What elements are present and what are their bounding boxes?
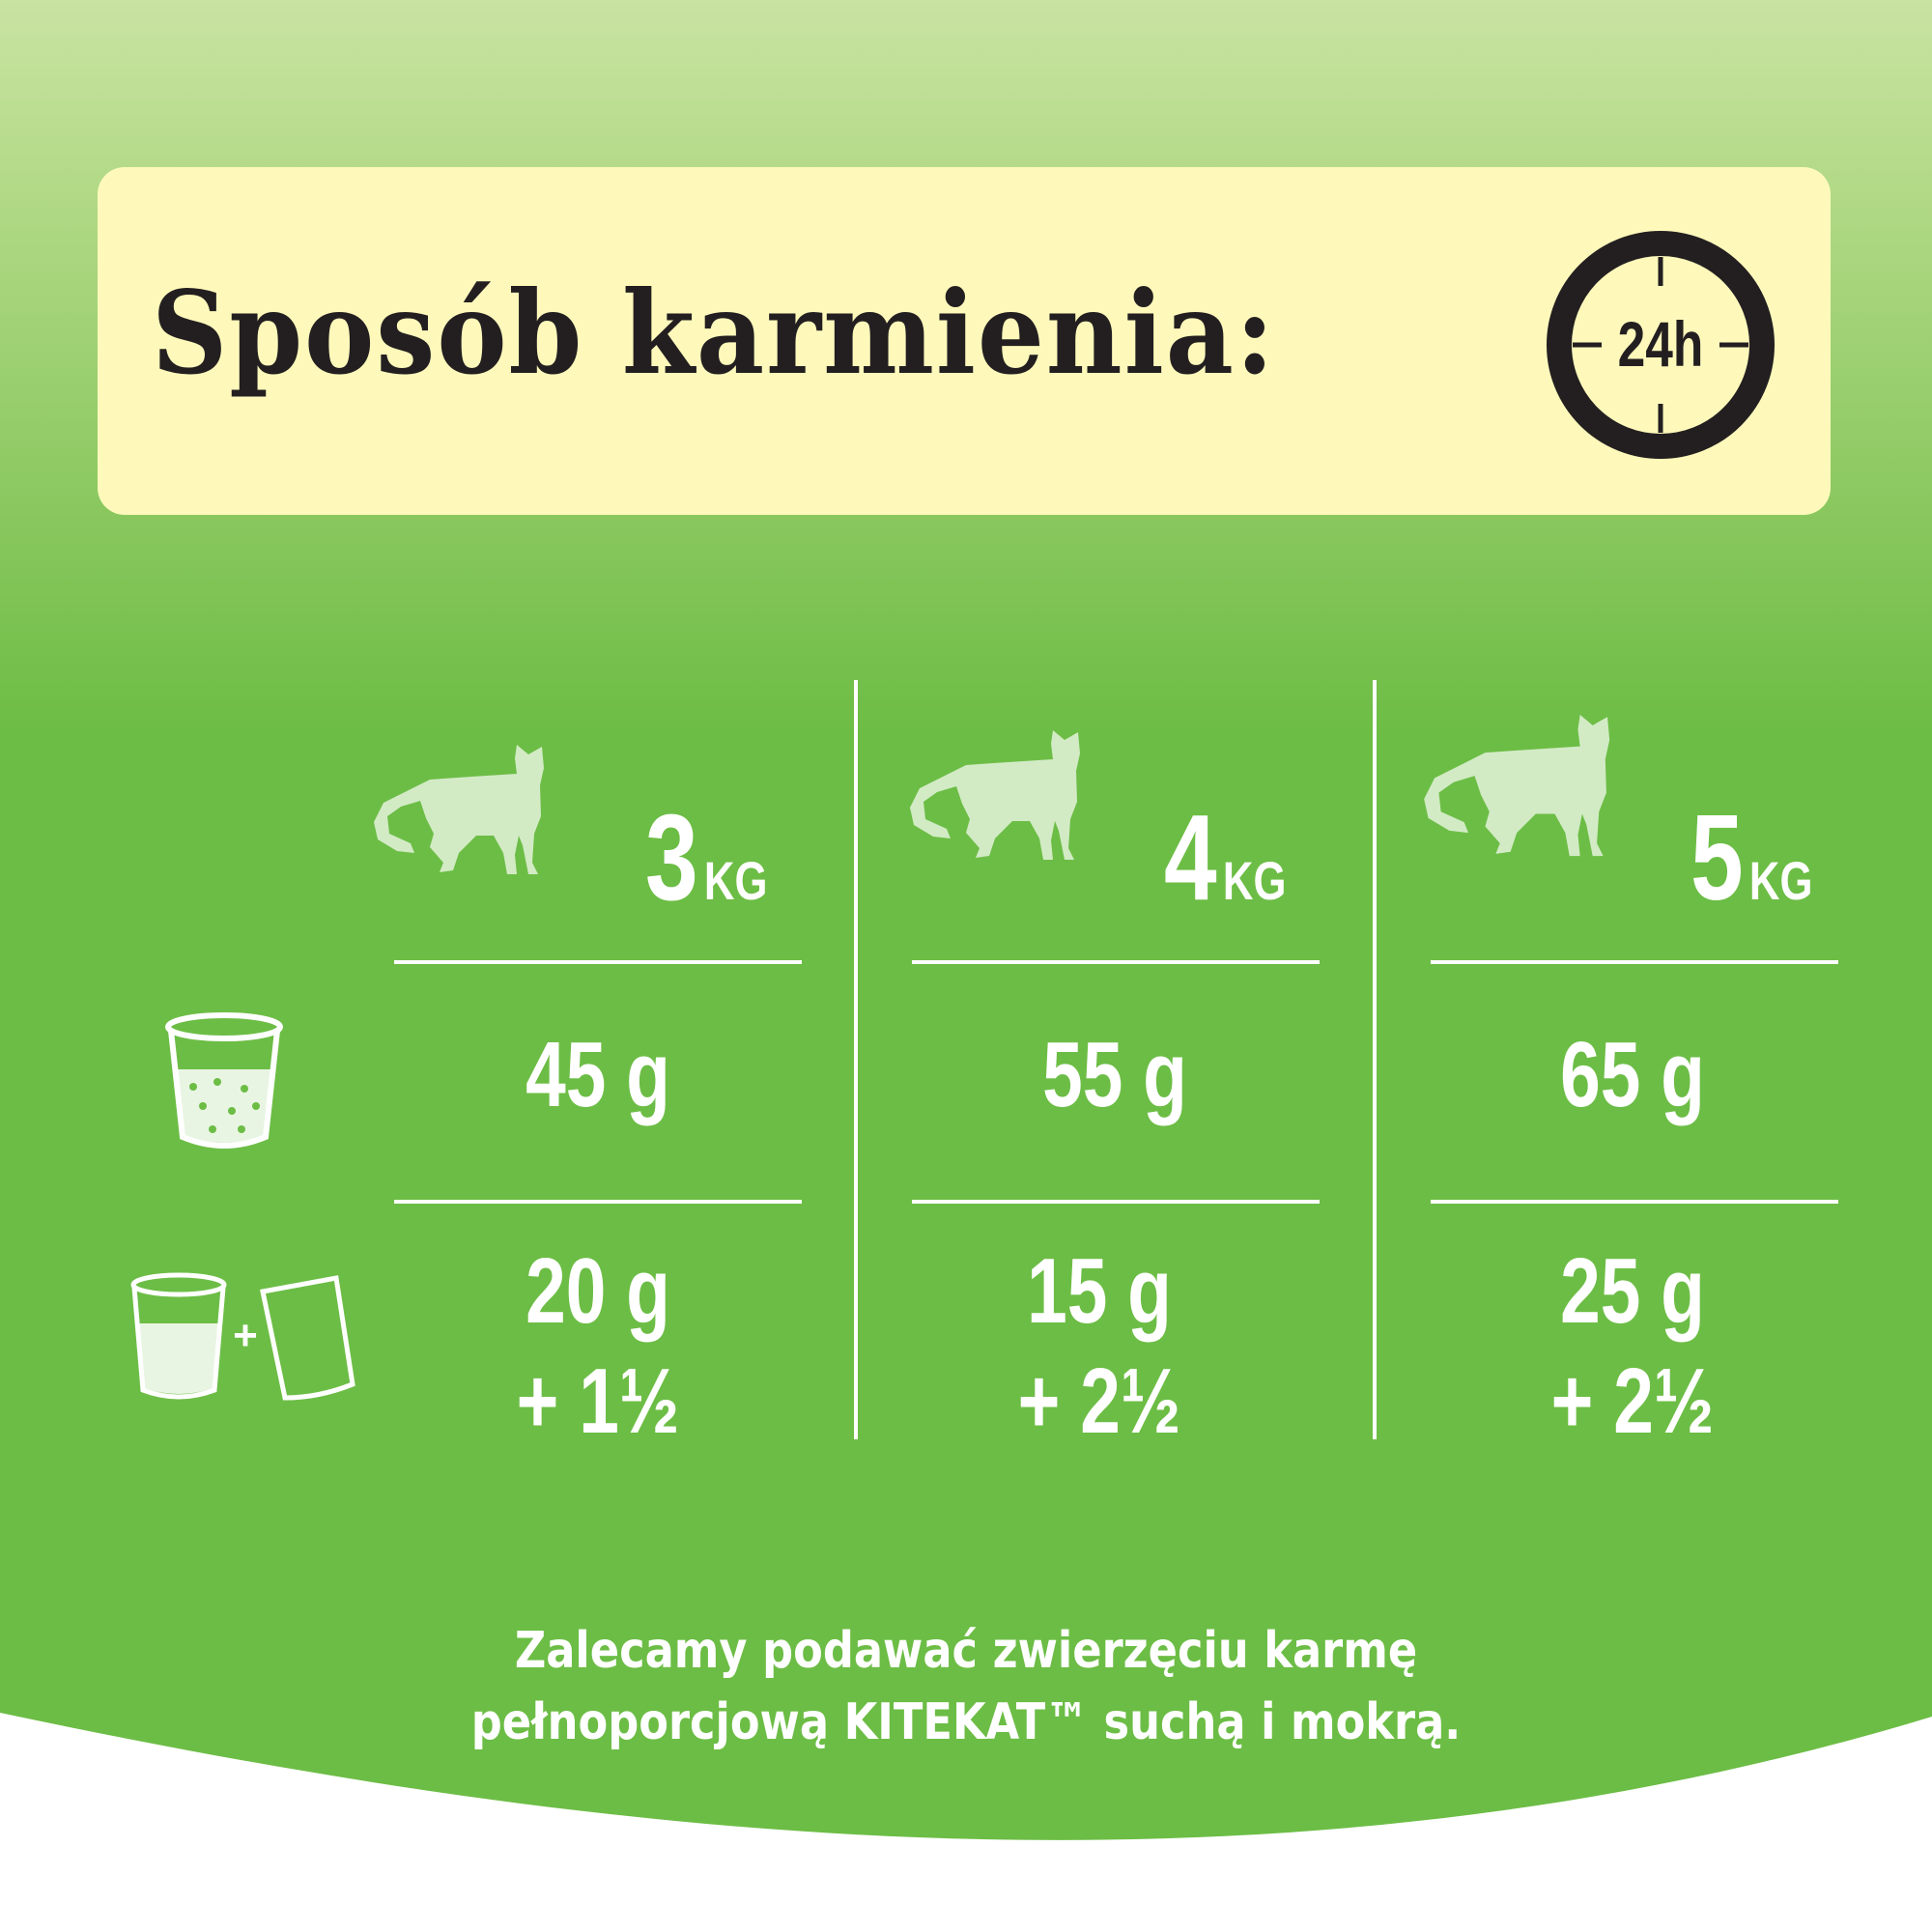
- row-divider: [1431, 960, 1838, 964]
- mixed-wet-amount: + 1½: [516, 1350, 680, 1453]
- mixed-wet-amount: + 2½: [1017, 1350, 1181, 1453]
- svg-text:+: +: [233, 1312, 258, 1359]
- mixed-dry-amount: 20 g: [526, 1239, 670, 1343]
- dry-amount: 65 g: [1560, 1023, 1705, 1126]
- mixed-dry-amount: 15 g: [1027, 1239, 1172, 1343]
- note-line: pełnoporcjową KITEKAT™ suchą i mokrą.: [470, 1693, 1462, 1751]
- cup-plus-pouch-icon: +: [130, 1272, 355, 1401]
- row-divider: [912, 960, 1320, 964]
- cat-icon: [374, 745, 544, 874]
- row-divider: [394, 1200, 802, 1204]
- cat-icon: [910, 730, 1080, 860]
- weight-unit: KG: [1748, 850, 1813, 911]
- row-divider: [1431, 1200, 1838, 1204]
- mixed-dry-amount: 25 g: [1560, 1239, 1705, 1343]
- weight-label: 5 KG: [1690, 787, 1812, 927]
- weight-unit: KG: [703, 850, 768, 911]
- header-panel: [98, 167, 1831, 515]
- weight-value: 4: [1164, 789, 1217, 925]
- dry-amount: 45 g: [526, 1023, 670, 1126]
- dry-amount: 55 g: [1042, 1023, 1187, 1126]
- cat-icon: [1424, 714, 1610, 857]
- dry-food-cup-icon: [165, 1012, 283, 1149]
- weight-unit: KG: [1222, 850, 1287, 911]
- note-line: Zalecamy podawać zwierzęciu karmę: [514, 1622, 1418, 1680]
- weight-value: 3: [645, 789, 698, 925]
- page-title: Sposób karmienia:: [152, 266, 1276, 400]
- clock-label: 24h: [1618, 308, 1704, 381]
- mixed-wet-amount: + 2½: [1550, 1350, 1715, 1453]
- weight-label: 3 KG: [645, 787, 767, 927]
- row-divider: [394, 960, 802, 964]
- feeding-note: Zalecamy podawać zwierzęciu karmę pełnop…: [384, 1615, 1548, 1758]
- clock-24h-icon: 24h: [1547, 231, 1775, 459]
- column-divider: [854, 680, 858, 1439]
- weight-value: 5: [1690, 789, 1744, 925]
- weight-label: 4 KG: [1164, 787, 1286, 927]
- row-divider: [912, 1200, 1320, 1204]
- column-divider: [1373, 680, 1377, 1439]
